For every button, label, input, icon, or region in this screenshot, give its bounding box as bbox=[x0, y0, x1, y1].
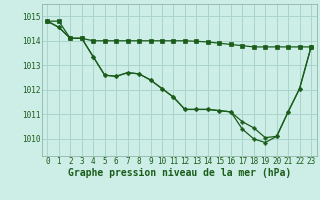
X-axis label: Graphe pression niveau de la mer (hPa): Graphe pression niveau de la mer (hPa) bbox=[68, 168, 291, 178]
